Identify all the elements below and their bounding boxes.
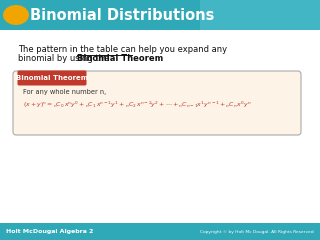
Text: The pattern in the table can help you expand any: The pattern in the table can help you ex… — [18, 45, 227, 54]
Bar — [200, 0, 320, 30]
FancyBboxPatch shape — [18, 71, 86, 85]
Bar — [0, 223, 320, 240]
Text: $(x + y)^n = {_n}C_0\,x^n y^0 + {_n}C_1\,x^{n-1}y^1 + {_n}C_2\,x^{n-2}y^2 + \cdo: $(x + y)^n = {_n}C_0\,x^n y^0 + {_n}C_1\… — [23, 100, 252, 110]
Text: Copyright © by Holt Mc Dougal. All Rights Reserved: Copyright © by Holt Mc Dougal. All Right… — [200, 229, 314, 234]
Text: .: . — [132, 54, 135, 63]
FancyBboxPatch shape — [13, 71, 301, 135]
Text: Binomial Distributions: Binomial Distributions — [30, 7, 214, 23]
Text: For any whole number n,: For any whole number n, — [23, 89, 106, 95]
Ellipse shape — [3, 5, 29, 25]
Text: Binomial Theorem: Binomial Theorem — [77, 54, 163, 63]
Text: Holt McDougal Algebra 2: Holt McDougal Algebra 2 — [6, 229, 93, 234]
Text: binomial by using the: binomial by using the — [18, 54, 112, 63]
Bar — [0, 0, 320, 30]
Text: Binomial Theorem: Binomial Theorem — [16, 74, 88, 80]
